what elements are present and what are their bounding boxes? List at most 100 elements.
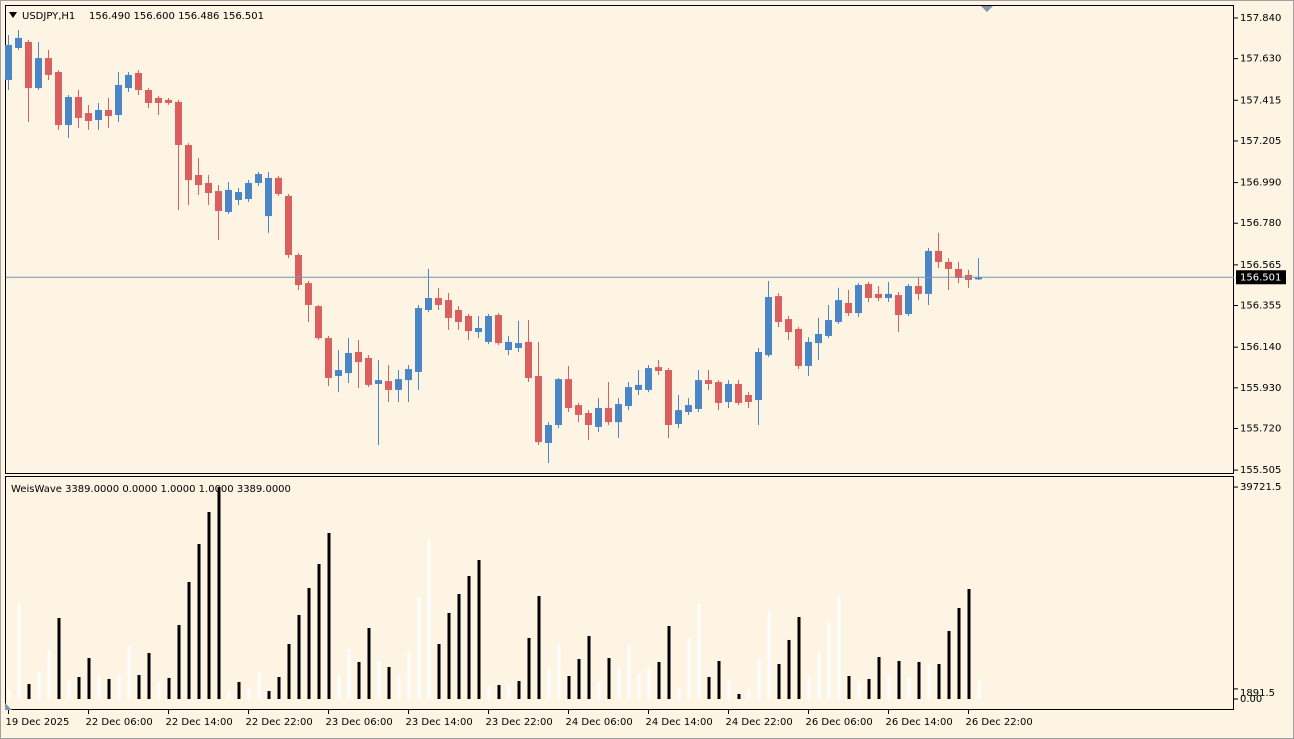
candle-body bbox=[515, 343, 522, 348]
volume-bar bbox=[877, 657, 881, 700]
candle-body bbox=[175, 102, 182, 146]
volume-bar bbox=[77, 677, 81, 700]
volume-bar bbox=[837, 597, 841, 700]
candle-body bbox=[225, 189, 232, 213]
volume-bar bbox=[797, 616, 801, 700]
volume-bar bbox=[907, 677, 911, 700]
candle-body bbox=[505, 341, 512, 351]
volume-bar bbox=[547, 666, 551, 700]
volume-bar bbox=[287, 643, 291, 700]
volume-bar bbox=[557, 644, 561, 700]
candle-body bbox=[535, 376, 542, 443]
candle-body bbox=[195, 175, 202, 186]
candle-body bbox=[885, 293, 892, 298]
candle-body bbox=[365, 358, 372, 385]
corner-marker bbox=[5, 703, 12, 710]
x-tick-label: 22 Dec 06:00 bbox=[86, 717, 153, 728]
volume-bar bbox=[727, 680, 731, 700]
candle-body bbox=[695, 380, 702, 409]
candle-body bbox=[165, 99, 172, 103]
candle-body bbox=[805, 341, 812, 366]
candle-body bbox=[945, 261, 952, 269]
volume-bar bbox=[697, 604, 701, 700]
volume-bar bbox=[937, 663, 941, 700]
candle-body bbox=[95, 109, 102, 121]
candle-body bbox=[685, 405, 692, 413]
volume-bar bbox=[597, 681, 601, 700]
candle-body bbox=[575, 405, 582, 415]
candle-body bbox=[385, 381, 392, 390]
candle-body bbox=[245, 182, 252, 200]
volume-bar bbox=[677, 688, 681, 700]
volume-bar bbox=[257, 673, 261, 700]
candle-body bbox=[85, 113, 92, 121]
volume-bar bbox=[407, 650, 411, 700]
y-tick-label: 0.00 bbox=[1240, 694, 1262, 705]
x-tick-label: 22 Dec 22:00 bbox=[246, 717, 313, 728]
candle-body bbox=[855, 285, 862, 314]
volume-bar bbox=[777, 663, 781, 700]
candle-body bbox=[545, 425, 552, 444]
candle-body bbox=[65, 96, 72, 126]
volume-bar bbox=[967, 589, 971, 700]
candle-body bbox=[5, 44, 12, 80]
volume-bar bbox=[917, 662, 921, 700]
volume-bar bbox=[337, 676, 341, 700]
candle-body bbox=[415, 308, 422, 372]
menu-triangle[interactable] bbox=[9, 12, 17, 18]
y-tick-label: 157.205 bbox=[1240, 136, 1281, 147]
shift-marker[interactable] bbox=[981, 6, 993, 12]
candle-body bbox=[135, 72, 142, 91]
candle-body bbox=[115, 84, 122, 115]
candle-body bbox=[845, 303, 852, 314]
y-tick-label: 1891.5 bbox=[1240, 688, 1275, 699]
candle-body bbox=[665, 370, 672, 426]
volume-bar bbox=[167, 677, 171, 700]
ohlc-info: 156.490 156.600 156.486 156.501 bbox=[89, 11, 264, 22]
candle-body bbox=[585, 413, 592, 426]
candle-body bbox=[55, 72, 62, 126]
x-tick-label: 24 Dec 22:00 bbox=[726, 717, 793, 728]
candle-body bbox=[205, 182, 212, 194]
candle-body bbox=[675, 410, 682, 425]
candle-body bbox=[215, 191, 222, 212]
volume-bar bbox=[707, 677, 711, 700]
candle-body bbox=[955, 268, 962, 279]
volume-bar bbox=[457, 593, 461, 700]
volume-bar bbox=[67, 680, 71, 700]
y-tick-label: 156.780 bbox=[1240, 218, 1281, 229]
y-tick-label: 155.505 bbox=[1240, 465, 1281, 476]
volume-bar bbox=[347, 649, 351, 700]
x-tick-label: 22 Dec 14:00 bbox=[166, 717, 233, 728]
volume-bar bbox=[137, 674, 141, 700]
candle-body bbox=[915, 285, 922, 294]
y-tick-label: 157.415 bbox=[1240, 95, 1281, 106]
candle-body bbox=[265, 177, 272, 217]
volume-bar bbox=[847, 676, 851, 700]
volume-bar bbox=[37, 670, 41, 700]
candle-body bbox=[475, 327, 482, 333]
candle-body bbox=[155, 97, 162, 103]
candle-body bbox=[315, 306, 322, 339]
volume-bar bbox=[887, 674, 891, 700]
volume-bar bbox=[147, 653, 151, 700]
volume-bar bbox=[527, 638, 531, 700]
candle-body bbox=[705, 380, 712, 384]
volume-bar bbox=[977, 680, 981, 700]
candle-body bbox=[145, 90, 152, 103]
volume-bar bbox=[617, 667, 621, 700]
candle-body bbox=[555, 379, 562, 426]
volume-bar bbox=[367, 627, 371, 700]
volume-bar bbox=[577, 658, 581, 700]
candle-body bbox=[405, 369, 412, 381]
candle-body bbox=[345, 352, 352, 374]
volume-bar bbox=[647, 667, 651, 700]
indicator-pane bbox=[5, 476, 1234, 710]
candle-body bbox=[465, 315, 472, 332]
y-tick-label: 157.630 bbox=[1240, 54, 1281, 65]
candle-body bbox=[615, 404, 622, 423]
candle-body bbox=[275, 177, 282, 194]
candle-body bbox=[525, 341, 532, 378]
volume-bar bbox=[567, 676, 571, 700]
